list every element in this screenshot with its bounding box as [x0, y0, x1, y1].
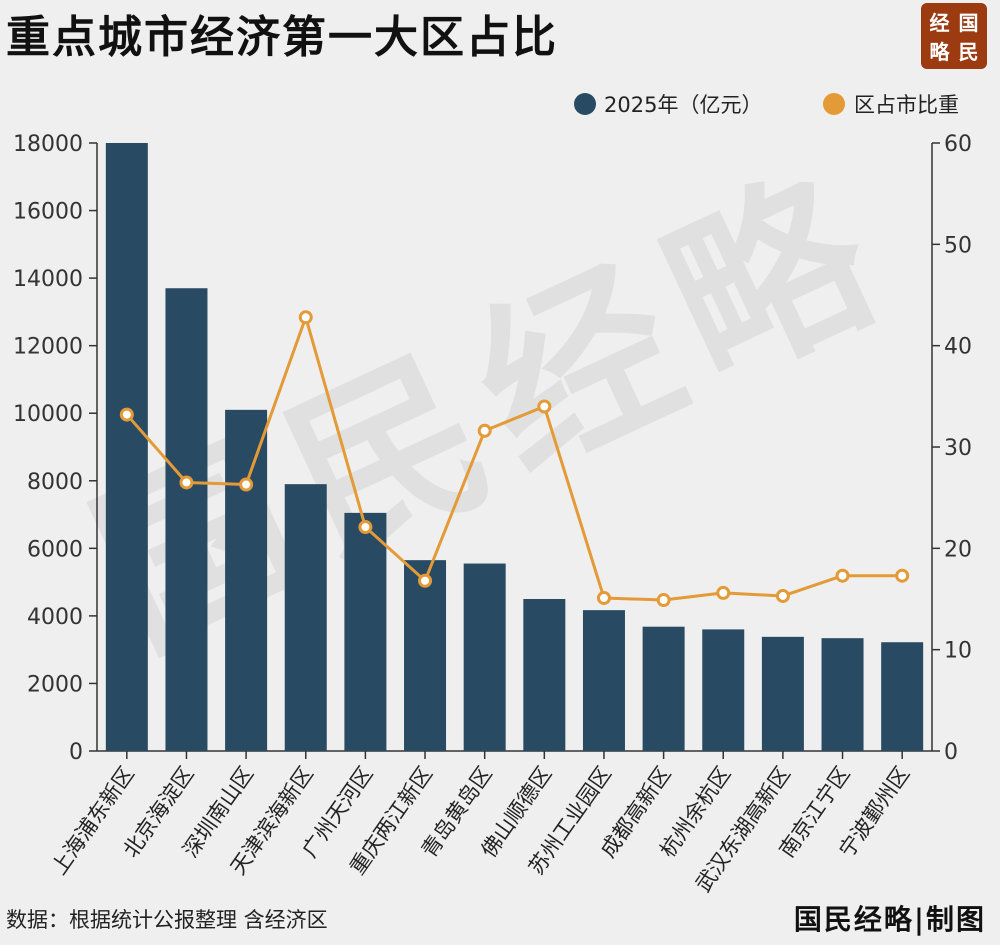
source-note: 数据：根据统计公报整理 含经济区	[6, 908, 328, 932]
credit-label: 国民经略|制图	[793, 903, 986, 936]
right-tick-label: 60	[944, 132, 972, 157]
line-point	[716, 585, 731, 600]
line-point	[119, 407, 134, 422]
logo-char: 国	[958, 11, 979, 35]
left-tick-label: 16000	[13, 200, 83, 225]
bar	[225, 409, 268, 751]
logo-char: 民	[958, 40, 979, 64]
right-tick-label: 30	[944, 436, 972, 461]
x-tick-label: 上海浦东新区	[47, 762, 139, 879]
left-tick-label: 18000	[13, 132, 83, 157]
left-tick-label: 6000	[27, 537, 83, 562]
bar	[523, 599, 566, 751]
bar	[284, 484, 327, 751]
legend-label-line: 区占市比重	[854, 93, 959, 117]
bar	[642, 626, 685, 751]
line-point	[418, 573, 433, 588]
line-point	[775, 588, 790, 603]
right-tick-label: 10	[944, 639, 972, 664]
right-tick-label: 0	[944, 740, 958, 765]
left-tick-label: 8000	[27, 470, 83, 495]
line-point	[537, 399, 552, 414]
legend-marker-bars	[574, 93, 596, 115]
left-tick-label: 12000	[13, 335, 83, 360]
bar	[105, 143, 148, 751]
line-series-share	[125, 315, 903, 602]
bar	[881, 642, 924, 751]
line-point	[179, 475, 194, 490]
line-point	[656, 593, 671, 608]
bar	[582, 610, 625, 751]
logo-char: 略	[929, 40, 950, 64]
left-tick-label: 0	[69, 740, 83, 765]
legend-marker-line	[823, 93, 845, 115]
line-point	[239, 477, 254, 492]
line-point	[835, 568, 850, 583]
legend: 2025年（亿元） 区占市比重	[574, 93, 959, 117]
bar	[702, 629, 745, 751]
bar	[344, 512, 387, 751]
line-point	[477, 423, 492, 438]
line-point	[596, 590, 611, 605]
bar	[761, 636, 804, 751]
bar	[404, 560, 447, 751]
bar	[463, 563, 506, 751]
left-tick-label: 4000	[27, 605, 83, 630]
left-tick-label: 2000	[27, 672, 83, 697]
line-point	[895, 568, 910, 583]
bar	[165, 288, 208, 751]
left-tick-label: 14000	[13, 267, 83, 292]
logo-char: 经	[929, 11, 950, 35]
left-tick-label: 10000	[13, 402, 83, 427]
right-tick-label: 50	[944, 233, 972, 258]
brand-logo: 经 国 略 民	[921, 3, 987, 69]
bar	[821, 638, 864, 751]
line-point	[298, 310, 313, 325]
chart-title: 重点城市经济第一大区占比	[6, 12, 558, 63]
right-tick-label: 40	[944, 335, 972, 360]
line-point	[358, 520, 373, 535]
legend-label-bars: 2025年（亿元）	[604, 93, 762, 117]
right-tick-label: 20	[944, 537, 972, 562]
